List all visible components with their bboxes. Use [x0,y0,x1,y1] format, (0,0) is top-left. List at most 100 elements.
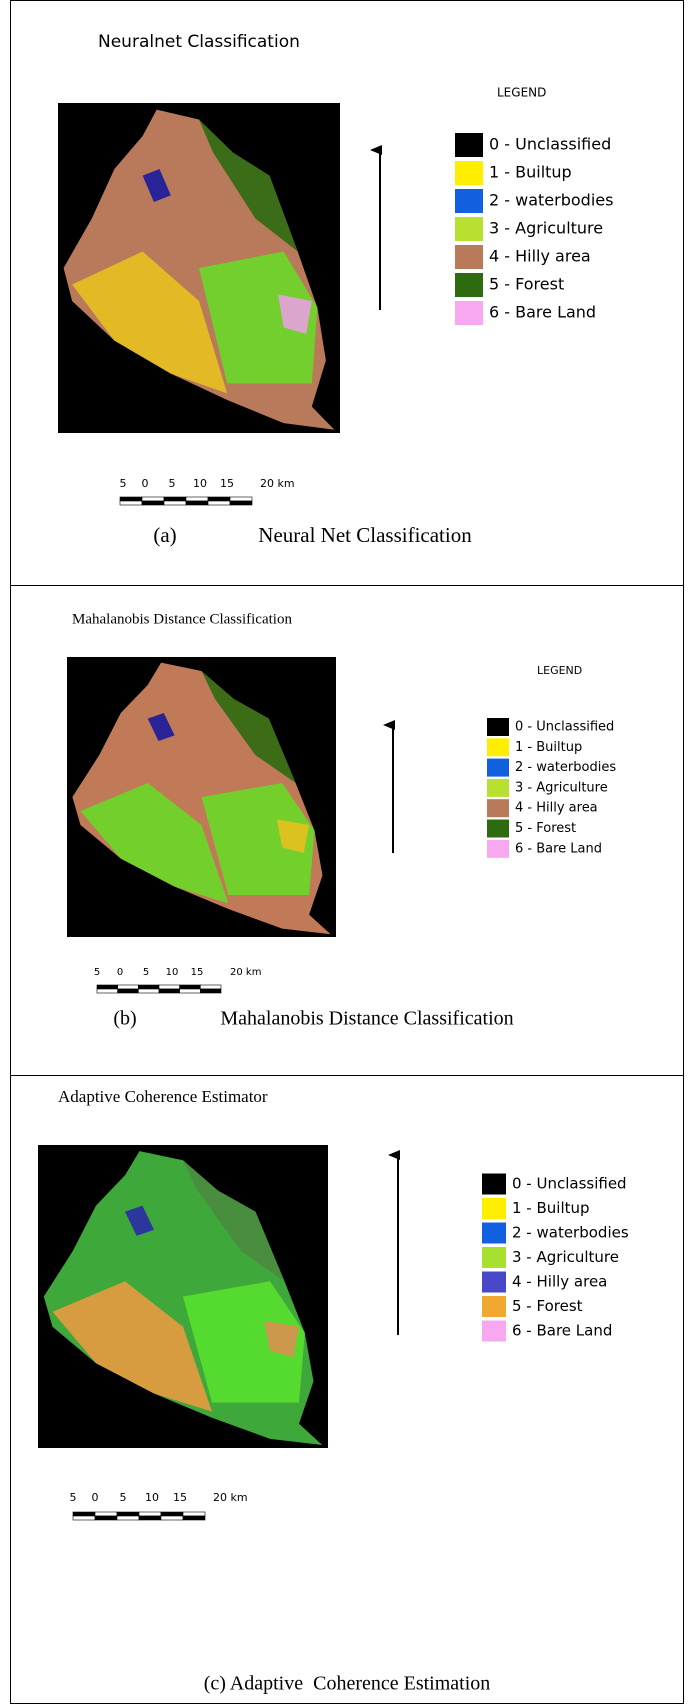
scale-label: 20 km [260,477,295,490]
scale-bar [73,1516,95,1520]
scale-bar [142,497,164,501]
scale-bar [186,501,208,505]
scale-label: 15 [173,1491,187,1504]
legend-label: 6 - Bare Land [515,841,602,856]
scale-bar [142,501,164,505]
scale-bar [186,497,208,501]
scale-label: 0 [92,1491,99,1504]
legend-label: 2 - waterbodies [512,1224,629,1242]
panel-title: Adaptive Coherence Estimator [58,1087,268,1106]
scale-label: 5 [120,1491,127,1504]
legend-swatch [455,189,483,213]
legend-label: 0 - Unclassified [489,135,611,154]
legend-label: 5 - Forest [512,1297,583,1315]
caption-label: (a) [153,523,176,547]
legend-label: 1 - Builtup [515,740,582,755]
legend-label: 3 - Agriculture [515,780,608,795]
legend-swatch [482,1174,506,1195]
caption-label: (b) [113,1008,136,1030]
scale-label: 0 [142,477,149,490]
scale-bar [117,1516,139,1520]
legend-label: 4 - Hilly area [515,801,598,816]
scale-bar [95,1516,117,1520]
legend-swatch [487,759,509,777]
legend-label: 3 - Agriculture [489,219,603,238]
legend-label: 0 - Unclassified [512,1175,627,1193]
scale-bar [118,985,139,989]
scale-bar [180,989,201,993]
scale-label: 15 [220,477,234,490]
legend-title: LEGEND [497,86,546,100]
scale-label: 5 [143,967,149,978]
legend-swatch [482,1321,506,1342]
scale-label: 0 [117,967,123,978]
scale-bar [200,989,221,993]
legend-label: 1 - Builtup [489,163,572,182]
scale-bar [138,989,159,993]
scale-bar [159,985,180,989]
scale-bar [117,1512,139,1516]
scale-bar [161,1516,183,1520]
legend-swatch [487,779,509,797]
legend-swatch [482,1247,506,1268]
scale-label: 5 [169,477,176,490]
legend-label: 4 - Hilly area [489,247,591,266]
scale-bar [159,989,180,993]
scale-label: 15 [191,967,204,978]
scale-bar [139,1516,161,1520]
legend-label: 0 - Unclassified [515,720,614,735]
scale-bar [118,989,139,993]
scale-bar [183,1512,205,1516]
scale-bar [164,501,186,505]
legend-swatch [482,1198,506,1219]
legend-swatch [482,1272,506,1293]
legend-label: 1 - Builtup [512,1199,590,1217]
legend-swatch [455,133,483,157]
scale-bar [73,1512,95,1516]
legend-label: 6 - Bare Land [512,1322,612,1340]
legend-swatch [487,840,509,858]
scale-label: 5 [120,477,127,490]
scale-label: 10 [145,1491,159,1504]
scale-bar [208,501,230,505]
scale-bar [97,985,118,989]
legend-label: 2 - waterbodies [489,191,613,210]
legend-swatch [455,161,483,185]
figure: Neuralnet ClassificationLEGEND0 - Unclas… [0,0,694,1704]
legend-label: 5 - Forest [489,275,564,294]
legend-swatch [487,799,509,817]
scale-label: 20 km [230,967,261,978]
panel-title: Mahalanobis Distance Classification [72,611,292,627]
legend-swatch [487,718,509,736]
caption: Neural Net Classification [258,523,472,547]
legend-label: 5 - Forest [515,821,576,836]
scale-bar [183,1516,205,1520]
scale-bar [139,1512,161,1516]
scale-bar [230,501,252,505]
scale-bar [120,501,142,505]
scale-bar [97,989,118,993]
scale-label: 5 [70,1491,77,1504]
scale-bar [95,1512,117,1516]
scale-bar [180,985,201,989]
legend-label: 4 - Hilly area [512,1273,607,1291]
scale-bar [230,497,252,501]
scale-label: 10 [193,477,207,490]
scale-bar [164,497,186,501]
caption: (c) Adaptive Coherence Estimation [204,1673,491,1695]
legend-swatch [455,245,483,269]
scale-bar [138,985,159,989]
legend-swatch [455,273,483,297]
scale-label: 10 [166,967,179,978]
scale-bar [161,1512,183,1516]
legend-label: 6 - Bare Land [489,303,596,322]
legend-swatch [455,217,483,241]
legend-label: 2 - waterbodies [515,760,616,775]
legend-title: LEGEND [537,664,582,677]
legend-label: 3 - Agriculture [512,1248,619,1266]
scale-label: 20 km [213,1491,248,1504]
scale-bar [200,985,221,989]
legend-swatch [487,738,509,756]
scale-bar [208,497,230,501]
scale-label: 5 [94,967,100,978]
